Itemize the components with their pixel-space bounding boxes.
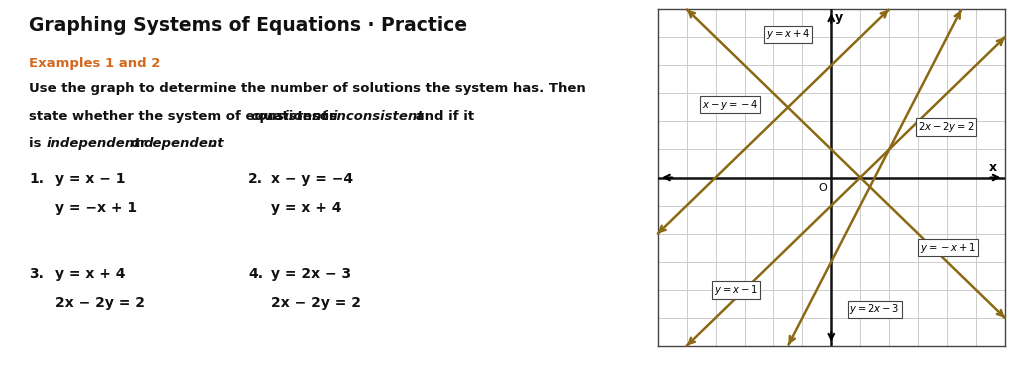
Text: $y = -x + 1$: $y = -x + 1$ bbox=[920, 241, 976, 255]
Text: 2x − 2y = 2: 2x − 2y = 2 bbox=[271, 296, 360, 310]
Text: y = −x + 1: y = −x + 1 bbox=[55, 201, 137, 215]
Text: y = 2x − 3: y = 2x − 3 bbox=[271, 267, 351, 281]
Text: x − y = −4: x − y = −4 bbox=[271, 172, 353, 186]
Text: $2x - 2y = 2$: $2x - 2y = 2$ bbox=[918, 120, 974, 134]
Text: consistent: consistent bbox=[250, 110, 328, 123]
Text: independent: independent bbox=[47, 137, 141, 150]
Text: Examples 1 and 2: Examples 1 and 2 bbox=[29, 57, 160, 70]
Text: Graphing Systems of Equations · Practice: Graphing Systems of Equations · Practice bbox=[29, 16, 467, 36]
Text: y = x − 1: y = x − 1 bbox=[55, 172, 125, 186]
Text: is: is bbox=[29, 137, 46, 150]
Text: y = x + 4: y = x + 4 bbox=[55, 267, 125, 281]
Text: or: or bbox=[126, 137, 151, 150]
Text: dependent: dependent bbox=[143, 137, 223, 150]
Text: and if it: and if it bbox=[411, 110, 474, 123]
Text: or: or bbox=[315, 110, 340, 123]
Text: inconsistent: inconsistent bbox=[333, 110, 424, 123]
Text: Use the graph to determine the number of solutions the system has. Then: Use the graph to determine the number of… bbox=[29, 82, 586, 96]
Text: state whether the system of equations is: state whether the system of equations is bbox=[29, 110, 342, 123]
Text: y = x + 4: y = x + 4 bbox=[271, 201, 341, 215]
Text: 1.: 1. bbox=[29, 172, 44, 186]
Text: 3.: 3. bbox=[29, 267, 44, 281]
Text: $y = x + 4$: $y = x + 4$ bbox=[765, 27, 810, 41]
Text: $y = x - 1$: $y = x - 1$ bbox=[714, 283, 758, 297]
Text: 4.: 4. bbox=[248, 267, 263, 281]
Text: $y = 2x - 3$: $y = 2x - 3$ bbox=[850, 302, 900, 316]
Text: x: x bbox=[990, 161, 998, 174]
Text: 2.: 2. bbox=[248, 172, 263, 186]
Text: 2x − 2y = 2: 2x − 2y = 2 bbox=[55, 296, 145, 310]
Text: O: O bbox=[819, 183, 827, 193]
Text: .: . bbox=[209, 137, 214, 150]
Text: y: y bbox=[834, 11, 842, 24]
Text: $x - y = -4$: $x - y = -4$ bbox=[701, 98, 758, 112]
